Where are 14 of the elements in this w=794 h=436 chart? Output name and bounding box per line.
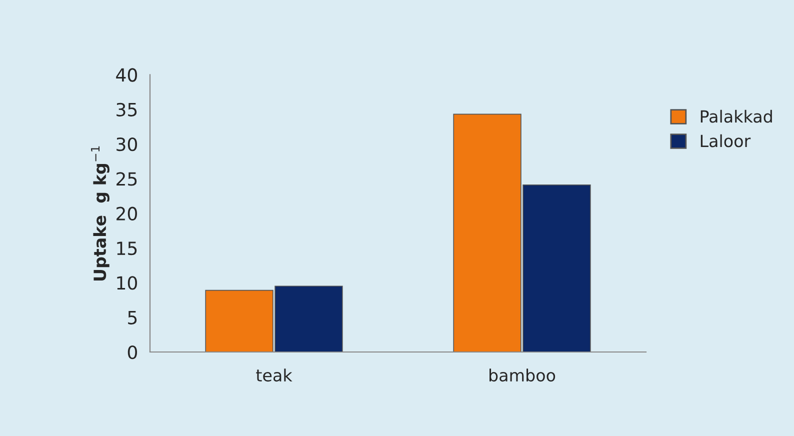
y-tick-label: 25 (116, 172, 137, 186)
y-tick-label: 10 (117, 276, 137, 290)
y-tick-label: 30 (116, 137, 137, 152)
y-tick-label: 35 (116, 102, 137, 116)
y-tick-label: 0 (128, 345, 137, 360)
x-tick-label: bamboo (490, 368, 556, 382)
y-tick-label: 15 (117, 242, 137, 256)
legend-label: Palakkad (700, 110, 772, 123)
y-axis-title: Uptake g kg$^{−1}$ (90, 146, 110, 280)
y-tick-label: 40 (116, 68, 137, 82)
y-tick-label: 20 (116, 206, 137, 220)
legend-label: Laloor (700, 134, 751, 148)
y-tick-label: 5 (128, 311, 137, 324)
x-tick-label: teak (256, 368, 292, 382)
